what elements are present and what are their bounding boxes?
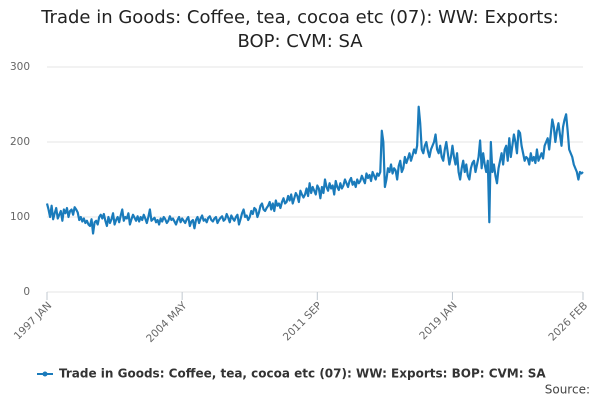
y-tick-label: 100 — [10, 211, 30, 223]
x-tick-label: 2004 MAY — [144, 299, 190, 345]
x-tick-label: 2019 JAN — [417, 300, 459, 342]
y-tick-label: 200 — [10, 136, 30, 148]
x-tick-label: 2011 SEP — [281, 300, 325, 344]
chart-title: Trade in Goods: Coffee, tea, cocoa etc (… — [41, 7, 559, 52]
series-line — [45, 105, 584, 235]
legend-label: Trade in Goods: Coffee, tea, cocoa etc (… — [59, 367, 546, 381]
y-tick-label: 0 — [23, 286, 30, 298]
source: Source: — [545, 383, 590, 397]
x-tick-label: 2026 FEB — [546, 300, 590, 344]
x-tick-label: 1997 JAN — [12, 300, 54, 342]
legend-marker — [42, 371, 48, 377]
y-tick-label: 300 — [10, 61, 30, 73]
